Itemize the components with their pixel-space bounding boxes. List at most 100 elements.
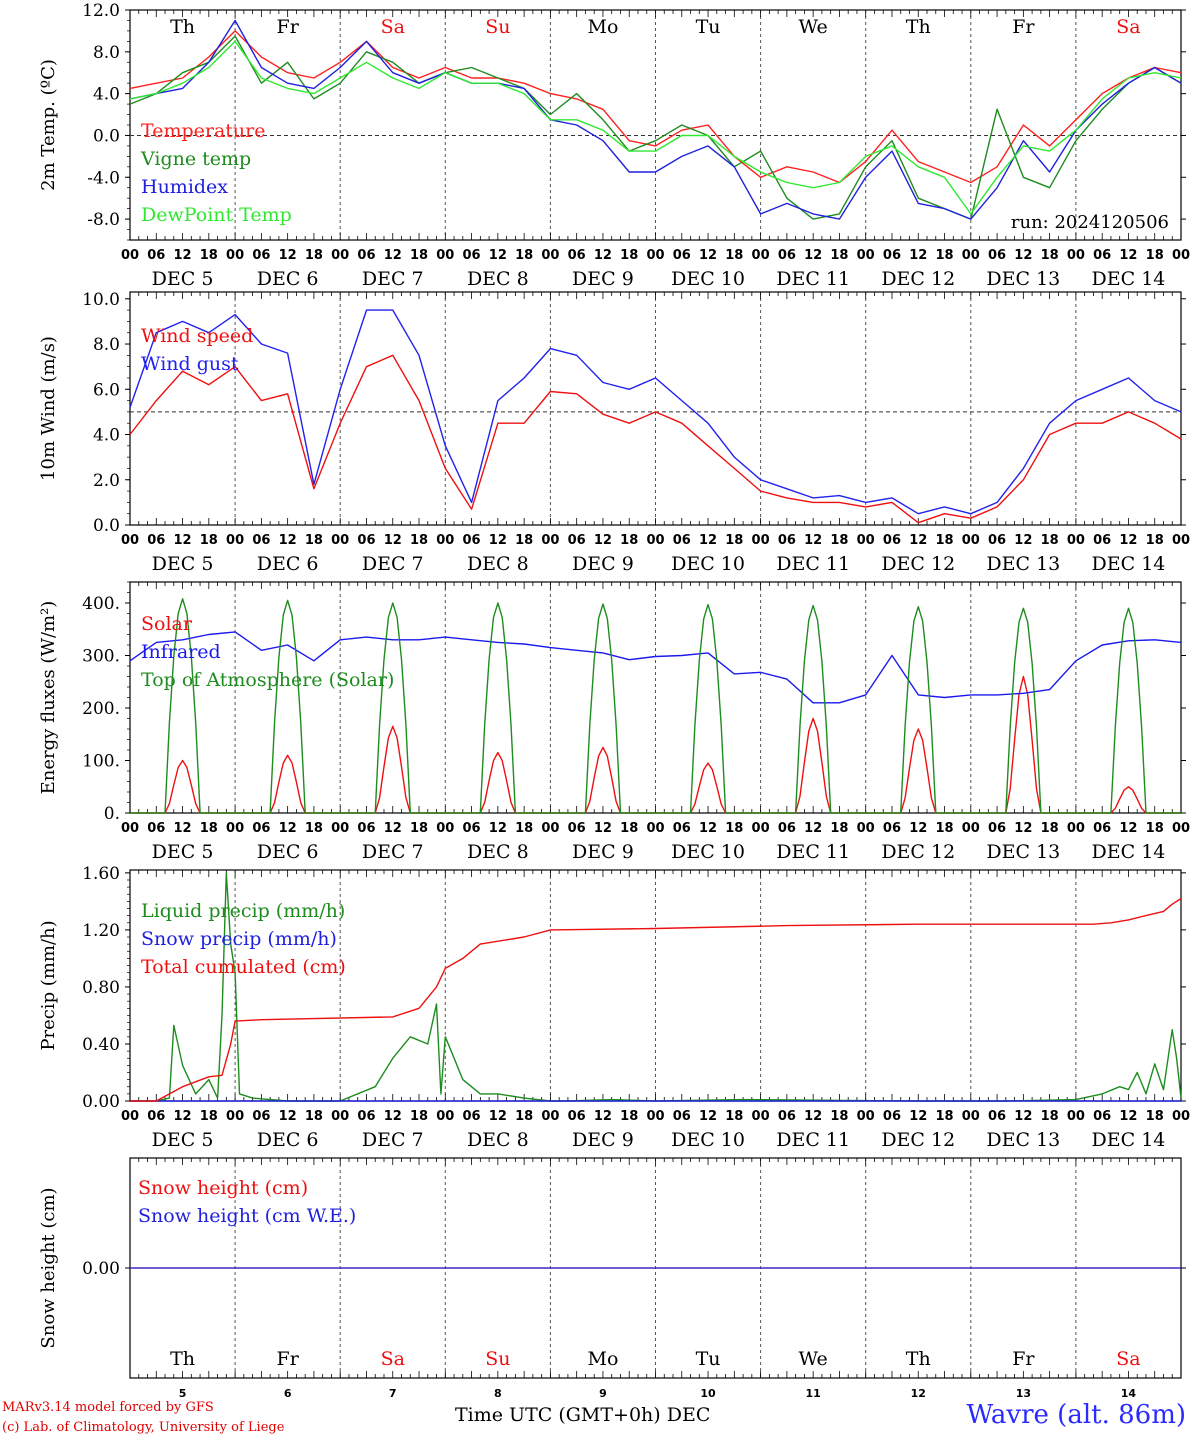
hour-tick-label: 06 [883,1109,901,1124]
hour-tick-label: 12 [699,821,717,836]
y-tick-label: 0.80 [82,978,120,998]
hour-tick-label: 12 [489,248,507,263]
weekday-label: Sa [1116,16,1140,38]
x-axis-title: Time UTC (GMT+0h) DEC [455,1404,711,1426]
hour-tick-label: 06 [252,248,270,263]
y-tick-label: 10.0 [82,290,120,310]
hour-tick-label: 12 [594,821,612,836]
date-label: DEC 9 [572,841,634,863]
hour-tick-label: 06 [357,248,375,263]
hour-tick-label: 06 [568,533,586,548]
hour-tick-label: 06 [673,1109,691,1124]
hour-tick-label: 00 [752,533,770,548]
hour-tick-label: 18 [1041,533,1059,548]
date-label: DEC 7 [362,553,424,575]
y-tick-label: 6.0 [93,380,120,400]
date-label: DEC 14 [1092,1129,1166,1151]
hour-tick-label: 12 [384,1109,402,1124]
y-tick-label: -8.0 [87,210,120,230]
day-number-label: 10 [700,1387,716,1400]
hour-tick-label: 00 [331,821,349,836]
date-label: DEC 7 [362,268,424,290]
hour-tick-label: 00 [1067,533,1085,548]
weekday-label: Sa [381,16,405,38]
hour-tick-label: 12 [279,1109,297,1124]
weekday-label: Su [485,1348,510,1370]
hour-tick-label: 18 [1146,248,1164,263]
series-line-wind-speed [129,354,1182,524]
hour-tick-label: 18 [725,1109,743,1124]
hour-tick-label: 18 [1146,1109,1164,1124]
legend-entry: Snow height (cm W.E.) [138,1205,356,1227]
hour-tick-label: 06 [778,533,796,548]
hour-tick-label: 00 [1067,1109,1085,1124]
panel-1: 12.0 8.0 4.0 0.0 -4.0 -8.0 2m Temp. (ºC) Temper… [38,1,1190,290]
hour-tick-label: 00 [121,248,139,263]
hour-tick-label: 18 [1146,821,1164,836]
hour-tick-label: 00 [331,1109,349,1124]
hour-tick-label: 06 [1093,533,1111,548]
y-tick-label: 1.20 [82,921,120,941]
hour-tick-label: 18 [725,248,743,263]
weekday-label: We [799,16,828,38]
series-line-temperature [129,30,1182,184]
hour-tick-label: 00 [1067,821,1085,836]
hour-tick-label: 12 [384,821,402,836]
day-number-label: 9 [599,1387,607,1400]
hour-tick-label: 18 [1041,1109,1059,1124]
hour-tick-label: 12 [174,821,192,836]
hour-tick-label: 06 [252,821,270,836]
hour-tick-label: 12 [699,1109,717,1124]
weekday-label: Mo [587,16,618,38]
date-label: DEC 5 [152,268,214,290]
date-label: DEC 12 [881,841,955,863]
hour-tick-label: 00 [857,248,875,263]
hour-tick-label: 00 [752,821,770,836]
hour-tick-label: 00 [436,533,454,548]
weekday-label: Mo [587,1348,618,1370]
hour-tick-label: 12 [384,248,402,263]
date-label: DEC 8 [467,841,529,863]
hour-tick-label: 18 [935,533,953,548]
hour-tick-label: 00 [436,1109,454,1124]
date-label: DEC 8 [467,268,529,290]
hour-tick-label: 06 [673,821,691,836]
hour-tick-label: 18 [830,1109,848,1124]
model-credit: MARv3.14 model forced by GFS [2,1400,214,1415]
legend-entry: Infrared [141,641,221,663]
hour-tick-label: 06 [147,533,165,548]
hour-tick-label: 06 [673,533,691,548]
date-label: DEC 14 [1092,841,1166,863]
hour-tick-label: 18 [410,821,428,836]
hour-tick-label: 06 [147,248,165,263]
y-tick-label: 200. [82,699,120,719]
day-number-label: 5 [179,1387,187,1400]
date-label: DEC 6 [257,553,319,575]
weekday-label: Th [170,1348,195,1370]
y-tick-label: 100. [82,752,120,772]
hour-tick-label: 12 [1119,821,1137,836]
hour-tick-label: 06 [883,533,901,548]
legend-entry: Wind speed [141,325,253,347]
y-tick-label: -4.0 [87,168,120,188]
run-annotation: run: 2024120506 [1011,212,1169,233]
panel-4: 1.60 1.20 0.80 0.40 0.00 Precip (mm/h) Liquid … [38,864,1190,1151]
y-axis-label: 2m Temp. (ºC) [38,59,59,191]
date-label: DEC 12 [881,1129,955,1151]
date-label: DEC 12 [881,553,955,575]
hour-tick-label: 12 [384,533,402,548]
hour-tick-label: 18 [200,821,218,836]
date-label: DEC 11 [776,1129,850,1151]
hour-tick-label: 12 [594,248,612,263]
legend-entry: Humidex [141,176,228,198]
series-line-infrared [129,631,1182,704]
weekday-label: Th [170,16,195,38]
date-label: DEC 10 [671,268,745,290]
series-line-liquid-precip-mm-h- [130,872,1182,1102]
hour-tick-label: 12 [699,248,717,263]
y-axis-label: Precip (mm/h) [38,920,59,1050]
hour-tick-label: 00 [331,248,349,263]
hour-tick-label: 00 [962,248,980,263]
hour-tick-label: 12 [594,533,612,548]
